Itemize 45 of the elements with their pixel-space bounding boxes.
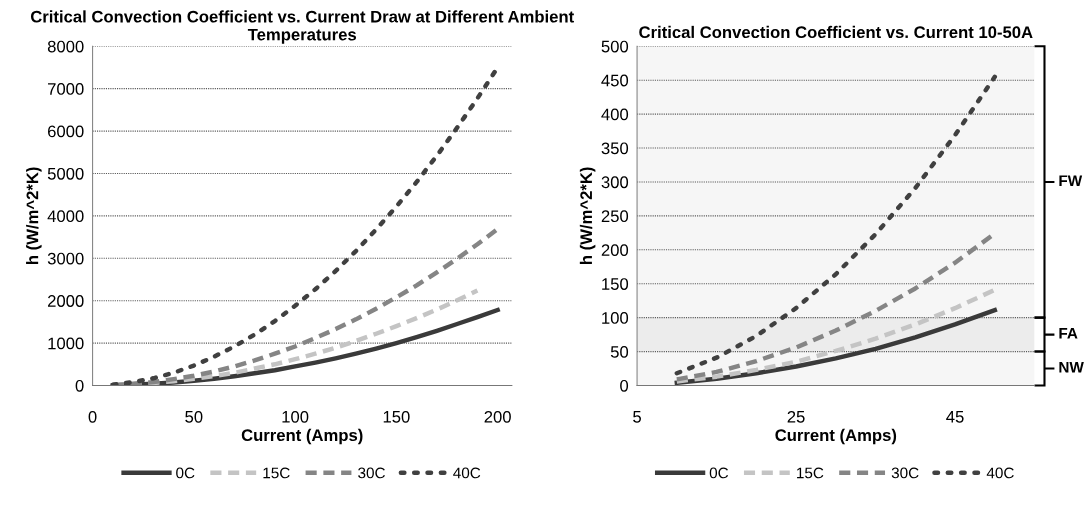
legend-label: 40C — [986, 467, 1014, 479]
y-tick-label: 2000 — [48, 295, 84, 307]
x-tick-label: 25 — [787, 410, 805, 423]
y-tick-label: 400 — [601, 108, 629, 121]
y-tick-label: 50 — [610, 345, 629, 358]
chart-title: Critical Convection Coefficient vs. Current 10-50A — [639, 25, 1033, 39]
band-label: NW — [1059, 361, 1084, 373]
y-axis-title: h (W/m^2*K) — [579, 167, 596, 265]
y-tick-label: 350 — [601, 142, 629, 155]
y-tick-label: 5000 — [47, 167, 84, 180]
band-label: FW — [1059, 175, 1083, 186]
x-tick-label: 5 — [633, 411, 641, 423]
y-tick-label: 300 — [601, 176, 629, 189]
y-tick-label: 3000 — [47, 252, 84, 265]
x-tick-label: 100 — [282, 410, 309, 423]
y-tick-label: 200 — [601, 244, 629, 257]
x-tick-label: 0 — [88, 410, 97, 423]
line-series — [674, 307, 998, 386]
y-axis-title: h (W/m^2*K) — [26, 167, 42, 265]
y-tick-label: 450 — [601, 74, 629, 87]
y-tick-label: 250 — [601, 210, 629, 223]
legend-label: 30C — [358, 467, 385, 479]
legend-label: 0C — [176, 467, 195, 479]
legend-label: 40C — [453, 467, 481, 479]
y-tick-label: 7000 — [48, 83, 84, 95]
y-tick-label: 0 — [75, 379, 84, 392]
y-tick-label: 0 — [620, 379, 629, 392]
y-tick-label: 500 — [601, 40, 629, 53]
x-tick-label: 45 — [946, 411, 964, 423]
y-tick-label: 1000 — [48, 337, 84, 350]
y-tick-label: 4000 — [47, 210, 84, 223]
y-tick-label: 6000 — [48, 125, 84, 138]
legend-label: 15C — [263, 467, 290, 479]
x-axis-title: Current (Amps) — [775, 428, 897, 445]
x-tick-label: 200 — [484, 410, 511, 423]
line-series — [674, 74, 998, 376]
legend-label: 30C — [891, 467, 919, 479]
band-label: FA — [1059, 328, 1078, 339]
legend-label: 0C — [709, 467, 729, 479]
y-tick-label: 100 — [602, 312, 629, 324]
legend-label: 15C — [797, 467, 824, 479]
x-tick-label: 50 — [185, 410, 203, 423]
x-tick-label: 150 — [383, 410, 410, 423]
x-axis-title: Current (Amps) — [241, 428, 363, 445]
y-tick-label: 150 — [602, 278, 629, 290]
